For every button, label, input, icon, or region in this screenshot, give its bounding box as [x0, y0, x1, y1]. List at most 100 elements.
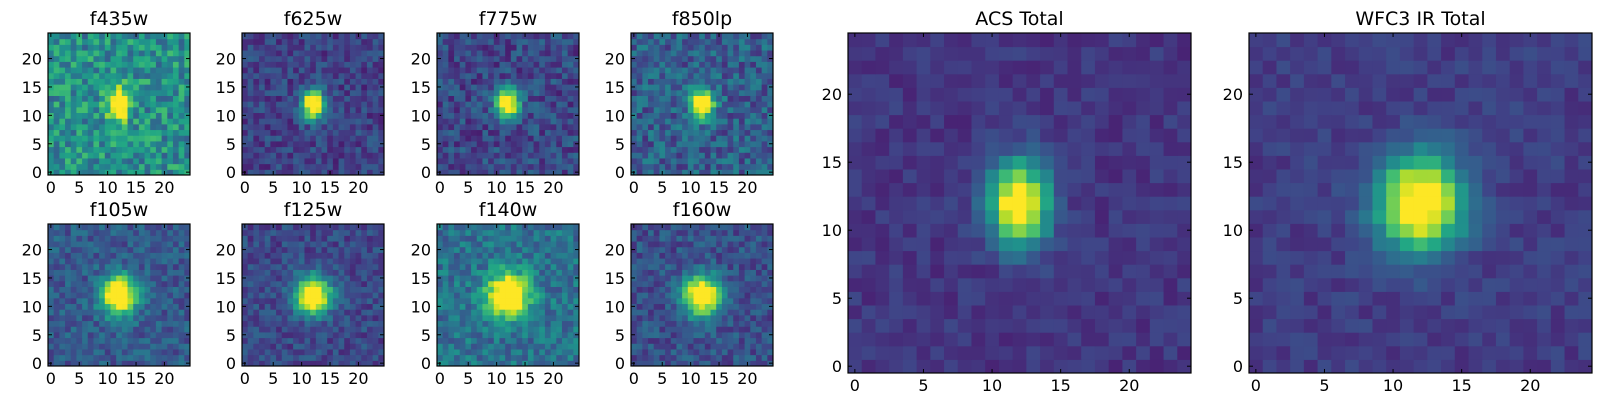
heatmap-cell: [676, 292, 683, 299]
heatmap-cell: [493, 343, 500, 350]
heatmap-cell: [716, 38, 723, 45]
heatmap-cell: [82, 326, 89, 333]
x-tick-label: 15: [320, 369, 340, 388]
heatmap-cell: [567, 84, 574, 91]
heatmap-cell: [59, 135, 66, 142]
heatmap-cell: [636, 286, 643, 293]
heatmap-cell: [361, 331, 368, 339]
heatmap-cell: [727, 326, 734, 333]
heatmap-cell: [631, 152, 638, 159]
heatmap-cell: [510, 89, 518, 96]
heatmap-cell: [315, 224, 323, 231]
heatmap-cell: [167, 360, 174, 367]
heatmap-cell: [338, 314, 345, 322]
heatmap-cell: [573, 280, 580, 287]
heatmap-cell: [699, 84, 706, 91]
heatmap-cell: [65, 320, 72, 327]
heatmap-cell: [556, 337, 563, 344]
y-tick-label: 0: [32, 354, 42, 373]
heatmap-cell: [304, 50, 311, 57]
heatmap-cell: [355, 140, 362, 148]
heatmap-cell: [281, 101, 288, 108]
heatmap-cell: [499, 152, 506, 159]
heatmap-cell: [65, 303, 72, 310]
heatmap-cell: [276, 55, 283, 62]
heatmap-cell: [710, 78, 717, 85]
heatmap-cell: [259, 280, 266, 287]
heatmap-cell: [493, 101, 500, 108]
heatmap-cell: [82, 123, 89, 131]
heatmap-cell: [161, 95, 168, 102]
heatmap-cell: [53, 38, 60, 45]
heatmap-cell: [744, 297, 751, 305]
heatmap-cell: [670, 337, 677, 344]
heatmap-cell: [310, 297, 317, 305]
heatmap-cell: [636, 101, 643, 108]
heatmap-cell: [310, 343, 317, 350]
heatmap-cell: [738, 360, 746, 367]
heatmap-cell: [355, 280, 362, 287]
heatmap-cell: [144, 129, 151, 136]
heatmap-cell: [670, 292, 677, 299]
heatmap-cell: [293, 112, 300, 119]
heatmap-cell: [276, 326, 283, 333]
heatmap-cell: [710, 44, 717, 51]
heatmap-cell: [253, 50, 260, 57]
heatmap-cell: [121, 229, 129, 236]
heatmap-cell: [121, 135, 129, 142]
heatmap-cell: [133, 101, 140, 108]
heatmap-cell: [539, 72, 546, 79]
heatmap-cell: [172, 50, 180, 57]
heatmap-cell: [448, 50, 455, 57]
heatmap-cell: [522, 269, 529, 276]
heatmap-cell: [82, 101, 89, 108]
heatmap-cell: [573, 314, 580, 322]
heatmap-cell: [65, 157, 72, 165]
heatmap-cell: [321, 72, 328, 79]
heatmap-cell: [65, 314, 72, 322]
heatmap-cell: [172, 84, 180, 91]
x-tick-label: 5: [463, 178, 473, 197]
heatmap-cell: [533, 101, 540, 108]
heatmap-cell: [693, 314, 700, 322]
heatmap-cell: [573, 135, 580, 142]
heatmap-cell: [539, 50, 546, 57]
heatmap-cell: [544, 309, 552, 316]
heatmap-cell: [253, 61, 260, 68]
heatmap-cell: [167, 112, 174, 119]
heatmap-cell: [161, 157, 168, 165]
heatmap-cell: [321, 140, 328, 148]
heatmap-cell: [104, 241, 111, 248]
heatmap-cell: [270, 246, 277, 253]
heatmap-cell: [366, 326, 374, 333]
heatmap-cell: [510, 106, 518, 114]
heatmap-cell: [499, 343, 506, 350]
heatmap-cell: [459, 263, 466, 270]
heatmap-cell: [716, 135, 723, 142]
heatmap-cell: [516, 84, 523, 91]
heatmap-cell: [699, 292, 706, 299]
heatmap-cell: [355, 163, 362, 170]
heatmap-cell: [315, 72, 323, 79]
heatmap-cell: [87, 229, 94, 236]
heatmap-cell: [76, 123, 83, 131]
heatmap-cell: [561, 95, 569, 102]
heatmap-cell: [184, 286, 191, 293]
heatmap-cell: [93, 163, 100, 170]
heatmap-cell: [527, 326, 535, 333]
heatmap-cell: [270, 106, 277, 114]
heatmap-cell: [281, 55, 288, 62]
heatmap-cell: [522, 275, 529, 282]
heatmap-cell: [344, 95, 351, 102]
x-tick-label: 20: [348, 178, 368, 197]
heatmap-cell: [687, 38, 694, 45]
heatmap-cell: [516, 44, 523, 51]
heatmap-cell: [437, 50, 444, 57]
heatmap-cell: [281, 112, 288, 119]
heatmap-cell: [744, 50, 751, 57]
heatmap-cell: [561, 269, 569, 276]
heatmap-cell: [550, 303, 557, 310]
heatmap-cell: [133, 258, 140, 265]
heatmap-cell: [448, 33, 455, 40]
heatmap-cell: [476, 241, 483, 248]
